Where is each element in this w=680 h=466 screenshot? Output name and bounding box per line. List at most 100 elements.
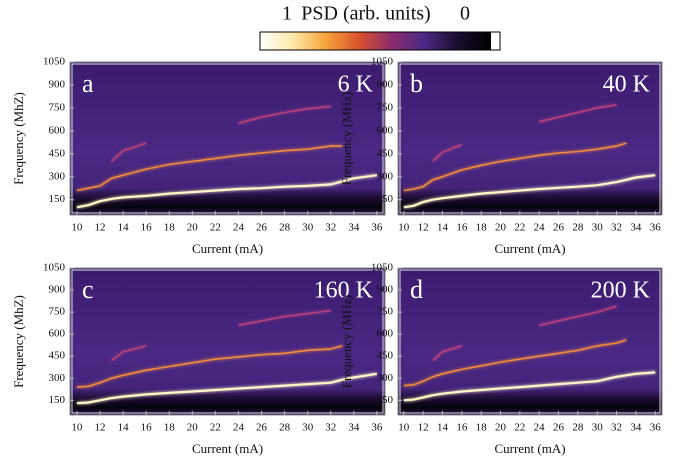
x-tick-label: 16 bbox=[141, 222, 153, 234]
x-axis-label: Current (mA) bbox=[192, 441, 263, 456]
x-tick-label: 36 bbox=[371, 422, 383, 434]
heatmap-background bbox=[69, 267, 386, 416]
x-tick-label: 10 bbox=[71, 422, 83, 434]
x-tick-label: 12 bbox=[95, 422, 106, 434]
x-tick-label: 24 bbox=[233, 422, 245, 434]
y-tick-label: 450 bbox=[377, 147, 394, 159]
y-tick-label: 300 bbox=[49, 372, 66, 384]
x-tick-label: 20 bbox=[187, 222, 199, 234]
x-tick-label: 34 bbox=[348, 222, 360, 234]
x-tick-label: 18 bbox=[164, 222, 176, 234]
x-tick-label: 22 bbox=[514, 422, 525, 434]
y-tick-label: 600 bbox=[49, 328, 66, 340]
y-tick-label: 450 bbox=[377, 350, 394, 362]
y-axis-label: Frequency (MhZ) bbox=[11, 92, 26, 185]
x-axis-label: Current (mA) bbox=[494, 241, 565, 256]
y-tick-label: 750 bbox=[377, 306, 394, 318]
y-tick-label: 150 bbox=[49, 394, 66, 406]
x-tick-label: 10 bbox=[398, 422, 410, 434]
x-tick-label: 28 bbox=[572, 422, 584, 434]
x-tick-label: 36 bbox=[371, 222, 383, 234]
x-tick-label: 20 bbox=[495, 222, 507, 234]
panel-annotation: 200 K bbox=[591, 278, 651, 304]
y-axis-label: Frequency (MHz) bbox=[339, 92, 354, 186]
x-tick-label: 32 bbox=[611, 222, 622, 234]
x-tick-label: 12 bbox=[95, 222, 106, 234]
x-tick-label: 26 bbox=[553, 222, 565, 234]
y-tick-label: 600 bbox=[49, 124, 66, 136]
y-tick-label: 1050 bbox=[371, 56, 394, 68]
x-tick-label: 34 bbox=[630, 422, 642, 434]
colorbar bbox=[259, 31, 501, 51]
traces bbox=[403, 104, 656, 209]
y-tick-label: 1050 bbox=[371, 262, 394, 274]
x-tick-label: 12 bbox=[418, 222, 429, 234]
mode-trace bbox=[403, 339, 627, 387]
colorbar-tick-label: 0 bbox=[460, 3, 470, 25]
panel-label: d bbox=[410, 275, 423, 304]
colorbar-tick-label: 1 bbox=[282, 3, 292, 25]
x-tick-label: 22 bbox=[210, 222, 221, 234]
x-tick-label: 24 bbox=[534, 222, 546, 234]
y-tick-label: 300 bbox=[49, 170, 66, 182]
inner-frame bbox=[399, 269, 661, 414]
y-tick-label: 900 bbox=[49, 284, 66, 296]
x-tick-label: 36 bbox=[650, 422, 662, 434]
y-tick-label: 600 bbox=[377, 124, 394, 136]
x-tick-label: 22 bbox=[210, 422, 221, 434]
panel-annotation: 40 K bbox=[603, 72, 651, 98]
mode-trace bbox=[76, 174, 378, 209]
mode-trace bbox=[403, 142, 627, 192]
mode-trace bbox=[76, 345, 343, 388]
x-tick-label: 28 bbox=[279, 222, 291, 234]
x-tick-label: 16 bbox=[456, 222, 468, 234]
mode-trace bbox=[432, 305, 617, 362]
x-tick-label: 22 bbox=[514, 222, 525, 234]
mode-trace bbox=[403, 174, 656, 209]
x-tick-label: 34 bbox=[630, 222, 642, 234]
x-tick-label: 32 bbox=[325, 222, 336, 234]
panel-annotation: 160 K bbox=[314, 278, 374, 304]
x-tick-label: 30 bbox=[592, 222, 604, 234]
x-tick-label: 20 bbox=[495, 422, 507, 434]
panel-label: b bbox=[410, 69, 423, 98]
y-tick-label: 750 bbox=[377, 101, 394, 113]
y-tick-label: 750 bbox=[49, 101, 66, 113]
x-tick-label: 16 bbox=[456, 422, 468, 434]
x-tick-label: 26 bbox=[553, 422, 565, 434]
x-tick-label: 18 bbox=[164, 422, 176, 434]
x-tick-label: 28 bbox=[572, 222, 584, 234]
traces bbox=[76, 105, 378, 209]
x-tick-label: 14 bbox=[118, 222, 130, 234]
panel-label: a bbox=[82, 69, 94, 98]
x-tick-label: 14 bbox=[437, 422, 449, 434]
colorbar-title: PSD (arb. units) bbox=[301, 3, 430, 25]
x-axis-label: Current (mA) bbox=[494, 441, 565, 456]
x-tick-label: 28 bbox=[279, 422, 291, 434]
traces bbox=[76, 309, 378, 405]
inner-frame bbox=[71, 63, 384, 214]
inner-frame bbox=[71, 269, 384, 414]
heatmap-background bbox=[397, 267, 663, 416]
x-tick-label: 20 bbox=[187, 422, 199, 434]
mode-trace bbox=[432, 104, 617, 162]
x-tick-label: 18 bbox=[476, 422, 488, 434]
x-tick-label: 14 bbox=[437, 222, 449, 234]
x-tick-label: 30 bbox=[302, 422, 314, 434]
y-tick-label: 300 bbox=[377, 170, 394, 182]
y-tick-label: 150 bbox=[377, 193, 394, 205]
x-tick-label: 34 bbox=[348, 422, 360, 434]
y-tick-label: 900 bbox=[377, 78, 394, 90]
y-tick-label: 300 bbox=[377, 372, 394, 384]
panel-annotation: 6 K bbox=[338, 72, 374, 98]
x-tick-label: 30 bbox=[302, 222, 314, 234]
inner-frame bbox=[399, 63, 661, 214]
y-axis-label: Frequency (MHz) bbox=[339, 295, 354, 389]
traces bbox=[403, 305, 656, 402]
x-tick-label: 24 bbox=[233, 222, 245, 234]
y-tick-label: 900 bbox=[377, 284, 394, 296]
x-tick-label: 32 bbox=[611, 422, 622, 434]
x-tick-label: 36 bbox=[650, 222, 662, 234]
y-tick-label: 450 bbox=[49, 350, 66, 362]
